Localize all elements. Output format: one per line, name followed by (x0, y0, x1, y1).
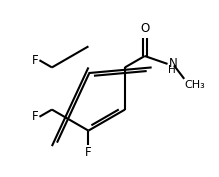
Text: N: N (168, 57, 177, 70)
Text: F: F (32, 54, 39, 67)
Text: F: F (32, 110, 39, 123)
Text: H: H (168, 65, 176, 75)
Text: O: O (140, 22, 149, 35)
Text: F: F (85, 146, 92, 159)
Text: CH₃: CH₃ (184, 80, 205, 90)
